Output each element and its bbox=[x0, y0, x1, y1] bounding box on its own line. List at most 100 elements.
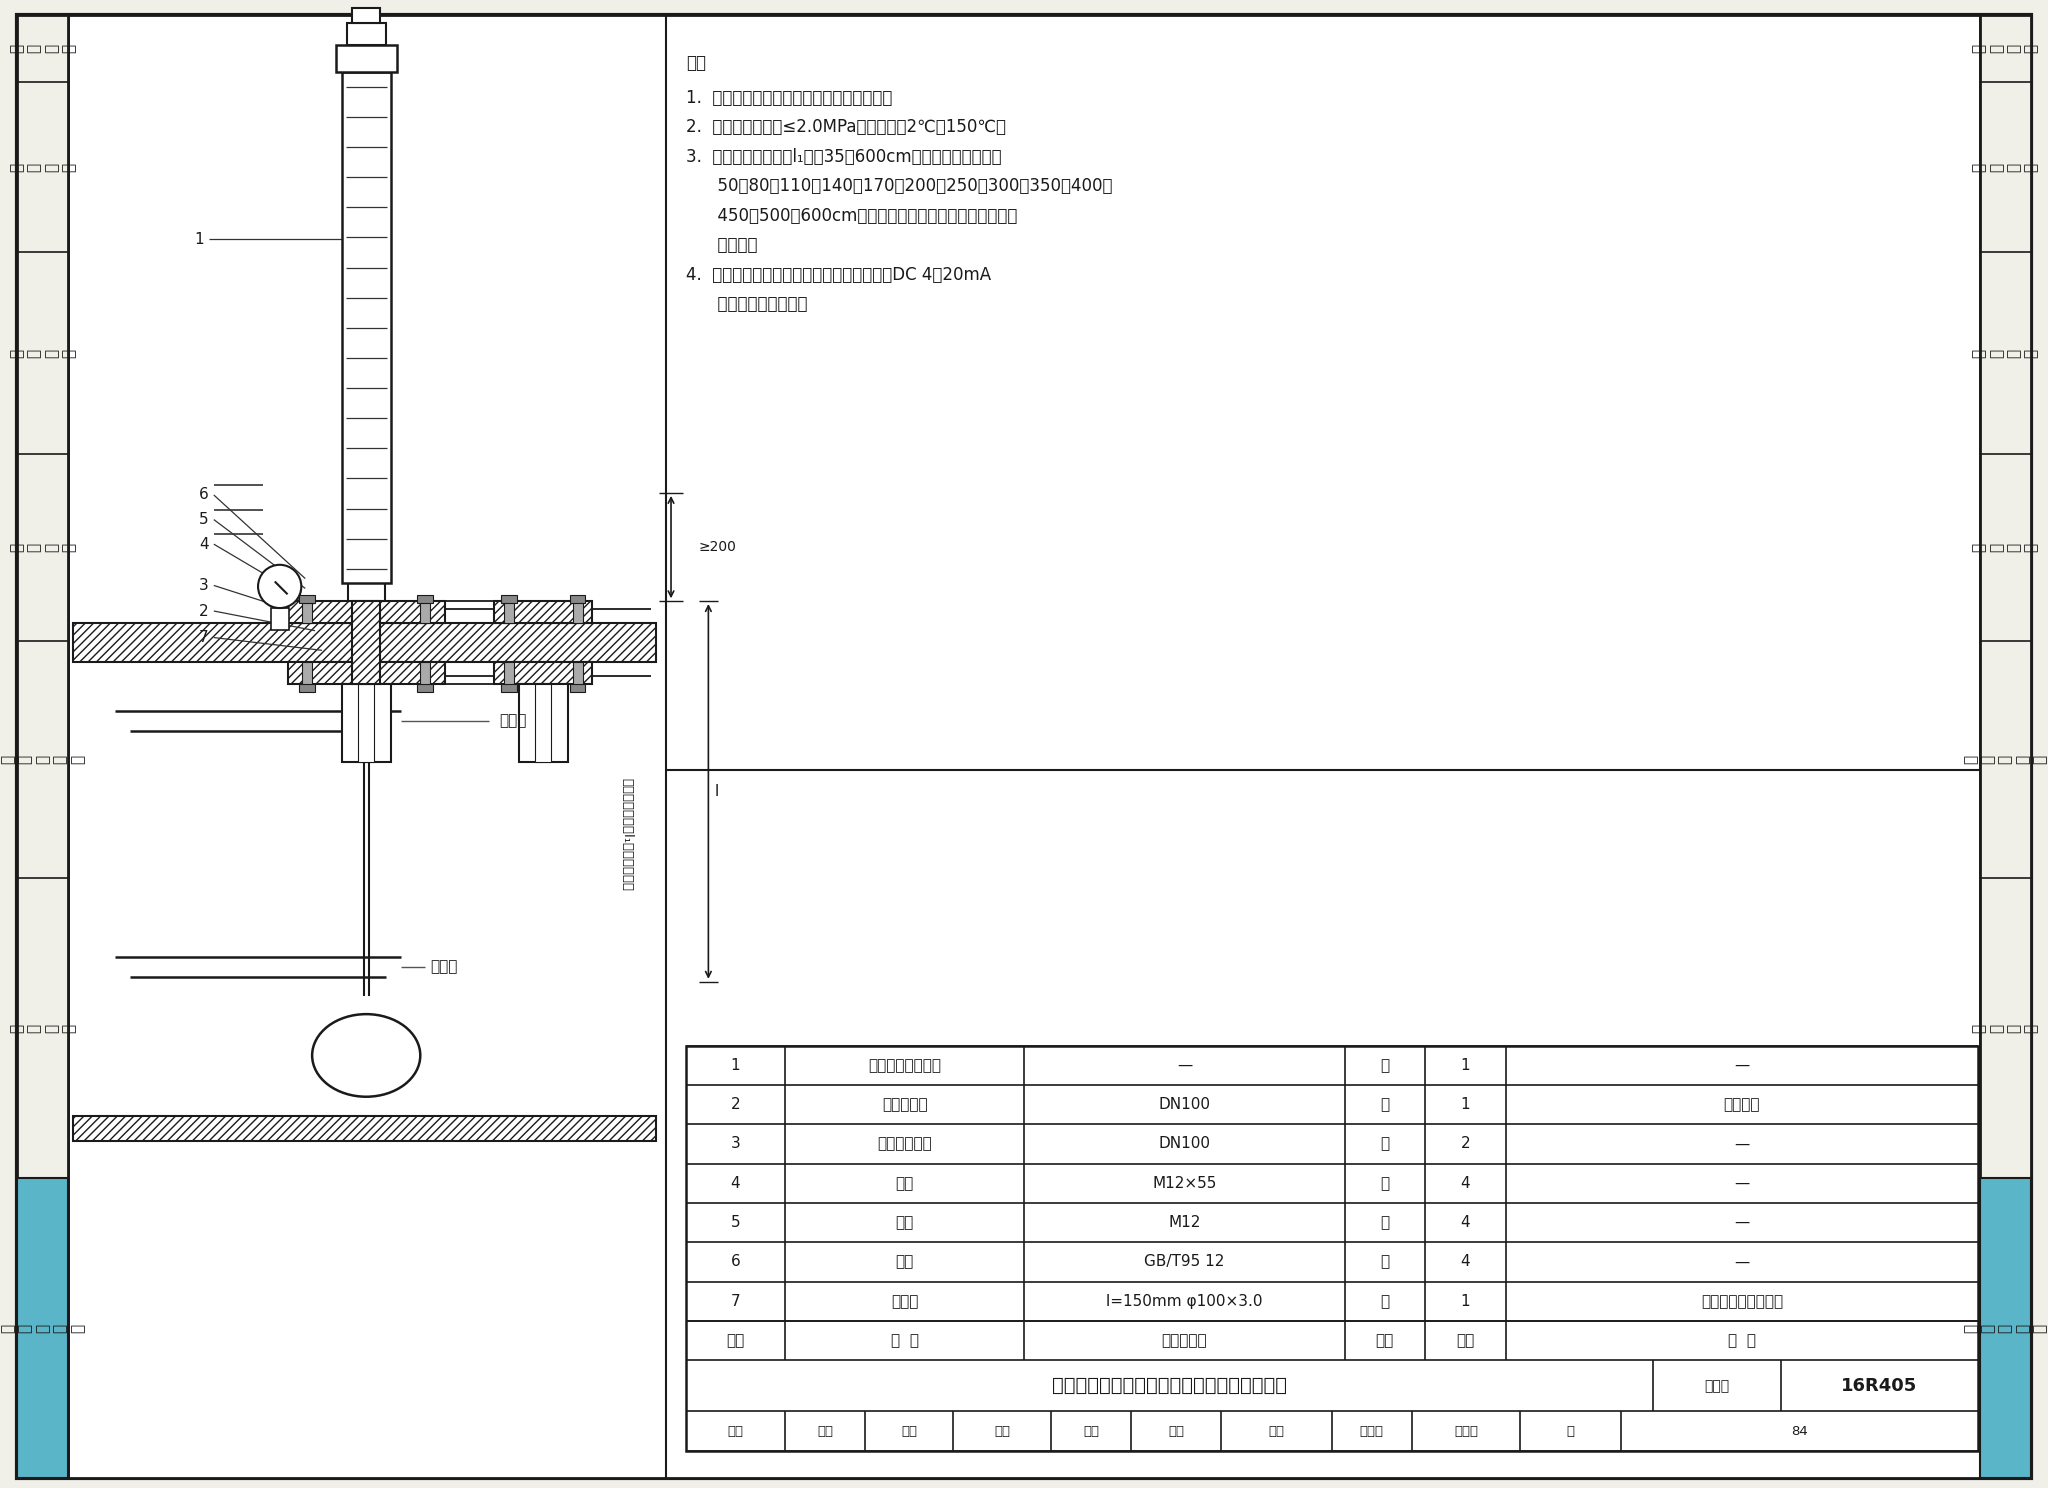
Text: 4: 4 bbox=[1460, 1254, 1470, 1269]
Text: 4: 4 bbox=[199, 537, 209, 552]
Bar bbox=[16, 15, 68, 1478]
Text: 垫圈: 垫圈 bbox=[895, 1254, 913, 1269]
Text: 2.  适用于设计压力≤2.0MPa，设计温度2℃～150℃。: 2. 适用于设计压力≤2.0MPa，设计温度2℃～150℃。 bbox=[686, 119, 1006, 137]
Text: —: — bbox=[1735, 1176, 1749, 1190]
Bar bbox=[358, 684, 375, 762]
Text: 张勇华: 张勇华 bbox=[1360, 1424, 1384, 1437]
Text: 校对: 校对 bbox=[993, 1424, 1010, 1437]
Text: 6: 6 bbox=[731, 1254, 741, 1269]
Text: 注：: 注： bbox=[686, 55, 707, 73]
Bar bbox=[686, 1046, 1978, 1451]
Bar bbox=[299, 595, 315, 603]
Text: 50、80、110、140、170、200、250、300、350、400、: 50、80、110、140、170、200、250、300、350、400、 bbox=[686, 177, 1112, 195]
Bar bbox=[342, 73, 391, 583]
Text: 接口钢法兰: 接口钢法兰 bbox=[883, 1097, 928, 1112]
Text: 审核: 审核 bbox=[727, 1424, 743, 1437]
Text: 零液位: 零液位 bbox=[430, 960, 457, 975]
Bar bbox=[420, 597, 430, 623]
Text: 满液位: 满液位 bbox=[500, 714, 526, 729]
Bar bbox=[420, 662, 430, 689]
Text: 数量: 数量 bbox=[1456, 1333, 1475, 1348]
Text: 1.  适用于液位计不带护套管的情况下安装。: 1. 适用于液位计不带护套管的情况下安装。 bbox=[686, 89, 893, 107]
Text: 液位计中心距（l₁）由设计确定: 液位计中心距（l₁）由设计确定 bbox=[621, 778, 633, 891]
Text: 管接座: 管接座 bbox=[891, 1293, 918, 1309]
Text: —: — bbox=[1735, 1058, 1749, 1073]
Text: 2: 2 bbox=[199, 604, 209, 619]
Text: 5: 5 bbox=[199, 512, 209, 527]
Text: 龙娟: 龙娟 bbox=[901, 1424, 918, 1437]
Bar bbox=[502, 684, 516, 692]
Text: 1: 1 bbox=[1460, 1293, 1470, 1309]
Bar bbox=[573, 662, 582, 689]
Text: 450、500、600cm，用户可根据实际需要确定液位计的: 450、500、600cm，用户可根据实际需要确定液位计的 bbox=[686, 207, 1018, 225]
Text: 个: 个 bbox=[1380, 1137, 1389, 1152]
Text: 湿
度
仪
表: 湿 度 仪 表 bbox=[1972, 162, 2040, 173]
Text: 个: 个 bbox=[1380, 1097, 1389, 1112]
Text: 螺母: 螺母 bbox=[895, 1216, 913, 1231]
Text: 压
力
仪
表: 压 力 仪 表 bbox=[1972, 348, 2040, 357]
Text: 如意: 如意 bbox=[1167, 1424, 1184, 1437]
Bar bbox=[569, 595, 586, 603]
Bar bbox=[504, 662, 514, 689]
Text: l: l bbox=[715, 784, 719, 799]
Text: 型号及规格: 型号及规格 bbox=[1161, 1333, 1206, 1348]
Bar bbox=[346, 22, 385, 45]
Text: 7: 7 bbox=[731, 1293, 739, 1309]
Text: 张勇牛: 张勇牛 bbox=[1454, 1424, 1479, 1437]
Bar bbox=[502, 595, 516, 603]
Text: 顶装磁翻板液位计: 顶装磁翻板液位计 bbox=[868, 1058, 942, 1073]
Bar bbox=[336, 45, 397, 73]
Text: 4: 4 bbox=[731, 1176, 739, 1190]
Bar bbox=[342, 684, 391, 762]
Text: 向宏: 向宏 bbox=[1083, 1424, 1100, 1437]
Bar bbox=[303, 662, 311, 689]
Bar bbox=[352, 601, 381, 684]
Text: 16R405: 16R405 bbox=[1841, 1376, 1917, 1394]
Text: 无缝钢管，容器自带: 无缝钢管，容器自带 bbox=[1702, 1293, 1784, 1309]
Text: 1: 1 bbox=[1460, 1097, 1470, 1112]
Bar bbox=[494, 601, 592, 623]
Text: 压
力
仪
表: 压 力 仪 表 bbox=[8, 348, 76, 357]
Text: 页: 页 bbox=[1567, 1424, 1575, 1437]
Bar bbox=[74, 623, 655, 662]
Bar bbox=[16, 1178, 68, 1478]
Text: 编
制
总
说
明: 编 制 总 说 明 bbox=[1962, 1324, 2048, 1333]
Bar bbox=[1980, 1178, 2032, 1478]
Text: —: — bbox=[1735, 1254, 1749, 1269]
Text: 单位: 单位 bbox=[1376, 1333, 1395, 1348]
Text: —: — bbox=[1735, 1216, 1749, 1231]
Text: 个: 个 bbox=[1380, 1293, 1389, 1309]
Text: 1: 1 bbox=[195, 232, 205, 247]
Bar bbox=[270, 609, 289, 629]
Text: 个: 个 bbox=[1380, 1254, 1389, 1269]
Text: 名  称: 名 称 bbox=[891, 1333, 920, 1348]
Text: 液
位
仪
表: 液 位 仪 表 bbox=[8, 45, 76, 54]
Text: 7: 7 bbox=[199, 629, 209, 646]
Text: 磁翻板液位计（无套管）容器顶部法兰安装图: 磁翻板液位计（无套管）容器顶部法兰安装图 bbox=[1053, 1376, 1286, 1396]
Bar bbox=[518, 684, 567, 762]
Text: 1: 1 bbox=[731, 1058, 739, 1073]
Text: 容器自带: 容器自带 bbox=[1724, 1097, 1759, 1112]
Bar bbox=[303, 597, 311, 623]
Text: 设计: 设计 bbox=[1268, 1424, 1284, 1437]
Text: —: — bbox=[1735, 1137, 1749, 1152]
Text: 液
位
仪
表: 液 位 仪 表 bbox=[1972, 45, 2040, 54]
Bar bbox=[1980, 15, 2032, 1478]
Bar bbox=[74, 1116, 655, 1141]
Text: 温
度
仪
表: 温 度 仪 表 bbox=[1972, 543, 2040, 552]
Bar bbox=[504, 597, 514, 623]
Text: 龙娟: 龙娟 bbox=[817, 1424, 834, 1437]
Text: 2: 2 bbox=[731, 1097, 739, 1112]
Text: M12×55: M12×55 bbox=[1153, 1176, 1217, 1190]
Text: 编
制
总
说
明: 编 制 总 说 明 bbox=[0, 1324, 86, 1333]
Text: 非金属平垫片: 非金属平垫片 bbox=[877, 1137, 932, 1152]
Text: 1: 1 bbox=[1460, 1058, 1470, 1073]
Text: 3: 3 bbox=[199, 577, 209, 592]
Bar bbox=[299, 684, 315, 692]
Text: 4: 4 bbox=[1460, 1216, 1470, 1231]
Circle shape bbox=[258, 565, 301, 609]
Text: —: — bbox=[1178, 1058, 1192, 1073]
Text: DN100: DN100 bbox=[1159, 1097, 1210, 1112]
Bar bbox=[494, 662, 592, 684]
Bar bbox=[352, 9, 381, 22]
